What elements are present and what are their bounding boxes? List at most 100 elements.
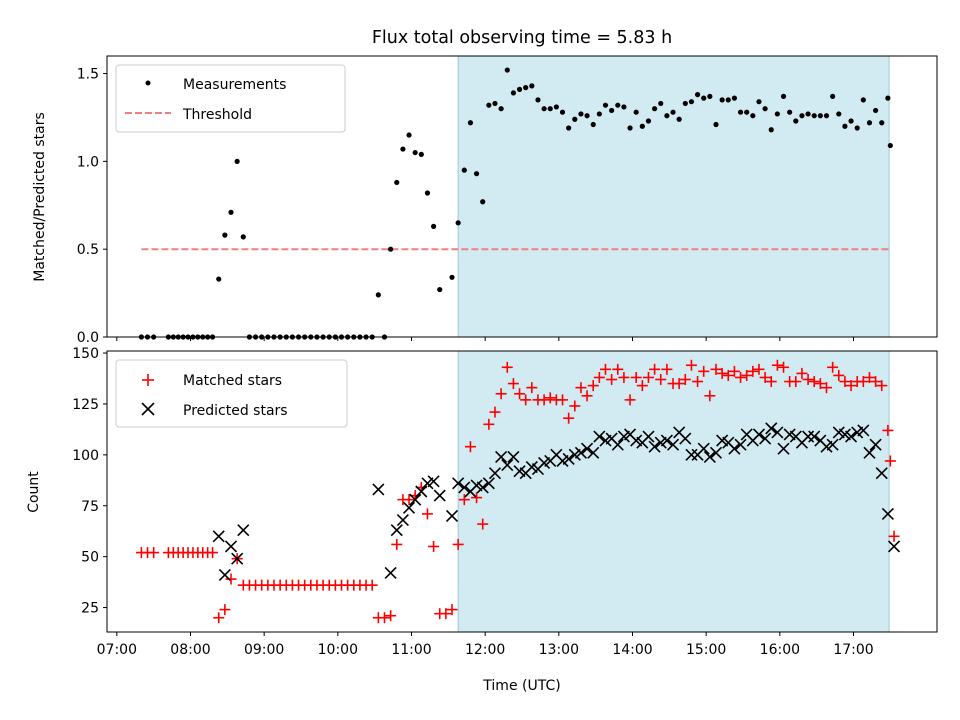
matched-star-point	[741, 369, 753, 381]
legend-threshold-label: Threshold	[182, 107, 252, 123]
predicted-star-point	[433, 489, 446, 502]
measurement-point	[682, 100, 688, 107]
measurement-point	[467, 120, 474, 126]
predicted-star-point	[224, 540, 238, 553]
matched-star-point	[722, 369, 734, 381]
measurement-point	[547, 106, 553, 112]
matched-star-point	[685, 359, 697, 371]
predicted-star-point	[384, 566, 397, 580]
matched-star-point	[446, 604, 458, 616]
y-tick-label: 75	[81, 499, 99, 515]
measurement-point	[615, 102, 621, 108]
measurement-point	[787, 109, 793, 115]
matched-star-point	[225, 573, 237, 585]
measurement-point	[799, 113, 805, 119]
measurement-point	[504, 67, 510, 73]
measurement-point	[836, 111, 842, 117]
measurement-point	[639, 123, 645, 129]
x-tick-label: 10:00	[318, 642, 358, 658]
measurement-point	[602, 102, 609, 108]
measurement-point	[774, 111, 780, 117]
matched-star-point	[618, 371, 630, 383]
measurement-point	[737, 109, 744, 115]
y-tick-label: 150	[72, 346, 99, 362]
x-tick-label: 17:00	[833, 642, 873, 658]
measurement-point	[627, 125, 633, 131]
predicted-star-point	[574, 446, 588, 459]
top-axes-frame	[106, 55, 938, 338]
predicted-star-point	[734, 438, 747, 451]
y-tick-label: 125	[72, 397, 99, 413]
top-legend: Measurements Threshold	[115, 64, 346, 133]
matched-star-point	[507, 378, 519, 390]
measurement-point	[780, 93, 787, 99]
legend-matched-marker	[142, 374, 154, 386]
measurement-point	[652, 106, 658, 112]
matched-star-point	[876, 380, 888, 392]
predicted-star-point	[445, 509, 459, 523]
legend-measurements-marker	[145, 80, 151, 86]
measurement-point	[744, 109, 750, 115]
matched-star-point	[808, 376, 820, 388]
measurement-point	[848, 118, 854, 124]
matched-star-point	[489, 406, 501, 418]
matched-star-point	[563, 412, 575, 424]
predicted-star-point	[826, 438, 839, 451]
measurement-point	[823, 113, 830, 119]
y-tick-label: 0.0	[77, 330, 99, 346]
matched-star-point	[213, 612, 225, 624]
matched-star-point	[827, 361, 839, 373]
x-tick-label: 08:00	[170, 642, 210, 658]
matched-star-point	[581, 390, 593, 402]
matched-star-point	[679, 374, 691, 386]
predicted-stars-points	[212, 422, 901, 582]
measurement-point	[707, 93, 713, 99]
matched-star-point	[428, 540, 440, 552]
matched-star-point	[716, 367, 728, 379]
matched-star-point	[778, 361, 790, 373]
measurement-point	[449, 274, 455, 280]
measurement-point	[480, 199, 486, 205]
matched-star-point	[692, 376, 704, 388]
predicted-star-point	[372, 483, 385, 496]
measurement-point	[228, 209, 234, 215]
predicted-star-point	[593, 430, 606, 443]
predicted-star-point	[390, 524, 403, 537]
matched-star-point	[857, 376, 869, 388]
measurement-point	[713, 121, 719, 128]
matched-star-point	[526, 382, 538, 394]
matched-star-point	[514, 388, 526, 400]
matched-star-point	[569, 400, 581, 412]
bottom-legend: Matched stars Predicted stars	[115, 359, 348, 428]
matched-star-point	[888, 530, 900, 542]
measurement-point	[492, 100, 498, 107]
predicted-star-point	[415, 485, 428, 498]
matched-star-point	[710, 363, 722, 375]
matched-star-point	[863, 371, 875, 383]
measurement-point	[541, 106, 547, 112]
predicted-star-point	[231, 552, 244, 565]
measurement-point	[670, 109, 676, 115]
measurement-point	[553, 104, 559, 110]
y-tick-label: 1.5	[77, 67, 99, 83]
predicted-star-point	[476, 481, 489, 494]
measurement-point	[658, 100, 664, 107]
matched-star-point	[544, 392, 556, 404]
matched-star-point	[649, 363, 661, 375]
matched-star-point	[884, 455, 896, 467]
measurement-point	[762, 106, 768, 112]
bottom-axes-frame	[106, 350, 938, 633]
predicted-star-point	[844, 430, 858, 443]
matched-star-point	[495, 388, 507, 400]
matched-star-point	[802, 374, 814, 386]
matched-star-point	[765, 376, 777, 388]
measurement-point	[240, 234, 246, 240]
predicted-star-point	[402, 501, 416, 514]
predicted-star-point	[752, 428, 766, 441]
matched-star-point	[673, 378, 685, 390]
bottom-y-axis-ticks: 25 50 75 100 125 150	[72, 346, 107, 617]
measurement-point	[412, 149, 418, 156]
matched-star-point	[661, 363, 673, 375]
matched-star-point	[520, 394, 532, 406]
bottom-y-axis-label: Count	[26, 471, 42, 513]
